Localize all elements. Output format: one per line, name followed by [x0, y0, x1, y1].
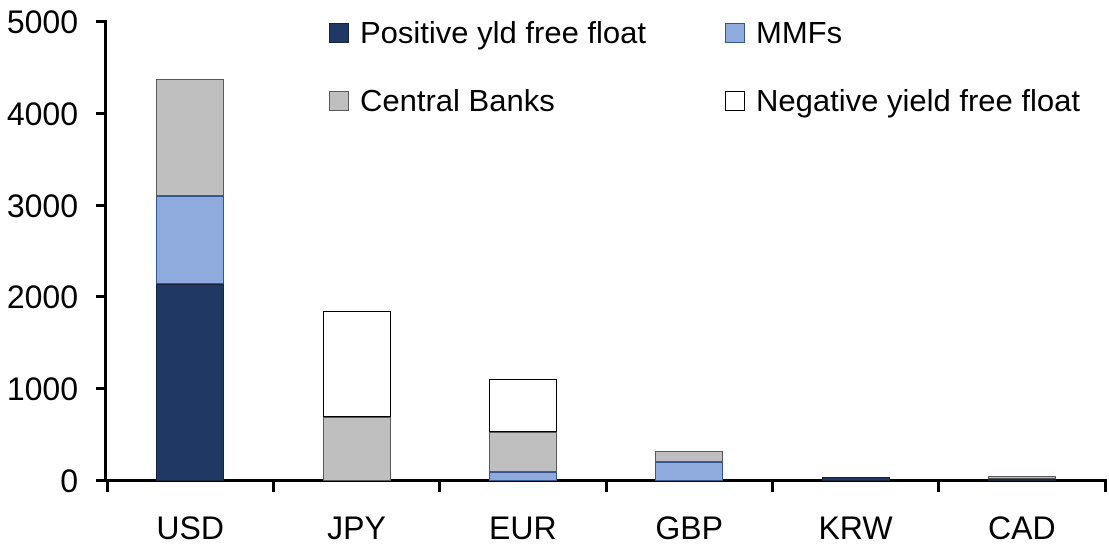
x-tick-mark — [105, 481, 109, 492]
legend-swatch-icon — [725, 23, 745, 43]
y-tick-label: 1000 — [6, 371, 78, 408]
bar-segment-central-banks — [488, 431, 557, 472]
legend-item-negative-yield-free-float: Negative yield free float — [725, 83, 1080, 119]
y-tick-label: 4000 — [6, 95, 78, 132]
bar-segment-mmfs — [655, 461, 724, 481]
y-tick-label: 5000 — [6, 4, 78, 40]
y-tick-label: 3000 — [6, 187, 78, 224]
y-tick-mark — [96, 203, 107, 207]
x-tick-mark — [271, 481, 275, 492]
y-tick-label: 0 — [60, 463, 78, 499]
bar-segment-mmfs — [156, 196, 225, 284]
y-axis-line — [104, 20, 107, 481]
bar-segment-mmfs — [488, 471, 557, 481]
legend-swatch-icon — [329, 23, 349, 43]
y-tick-mark — [96, 479, 107, 482]
bar-segment-central-banks — [156, 78, 225, 197]
bar-segment-positive-yld-free-float — [821, 476, 890, 481]
x-tick-mark — [1103, 481, 1107, 492]
y-tick-label: 2000 — [6, 279, 78, 316]
x-tick-mark — [438, 481, 442, 492]
y-tick-mark — [96, 20, 107, 23]
bar-segment-positive-yld-free-float — [156, 283, 225, 481]
bar-segment-central-banks — [987, 475, 1056, 479]
legend-swatch-icon — [329, 91, 349, 111]
category-label-cad: CAD — [988, 510, 1056, 546]
legend-label: MMFs — [756, 15, 843, 50]
legend-label: Central Banks — [360, 83, 555, 118]
x-axis-line — [96, 479, 1107, 482]
bar-segment-central-banks — [655, 450, 724, 462]
y-tick-mark — [96, 111, 107, 115]
legend-swatch-icon — [725, 91, 745, 111]
y-tick-mark — [96, 295, 107, 299]
x-tick-mark — [770, 481, 774, 492]
category-label-jpy: JPY — [327, 510, 386, 546]
x-tick-mark — [937, 481, 941, 492]
legend-label: Negative yield free float — [756, 83, 1080, 118]
bar-segment-central-banks — [322, 416, 391, 481]
bar-segment-negative-yield-free-float — [488, 379, 557, 432]
category-label-usd: USD — [156, 510, 224, 546]
y-tick-mark — [96, 387, 107, 391]
legend-item-central-banks: Central Banks — [329, 83, 555, 119]
x-tick-mark — [604, 481, 608, 492]
category-label-krw: KRW — [818, 510, 893, 546]
legend-item-positive-yld-free-float: Positive yld free float — [329, 15, 646, 51]
category-label-gbp: GBP — [655, 510, 723, 546]
bar-segment-positive-yld-free-float — [987, 478, 1056, 481]
bar-segment-negative-yield-free-float — [322, 311, 391, 417]
category-label-eur: EUR — [489, 510, 557, 546]
legend-item-mmfs: MMFs — [725, 15, 842, 51]
legend-label: Positive yld free float — [360, 15, 647, 50]
